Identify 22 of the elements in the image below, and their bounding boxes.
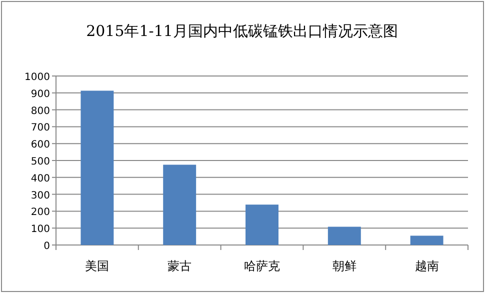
x-tick-label: 美国 xyxy=(85,259,110,273)
bar xyxy=(410,236,444,245)
y-tick-label: 300 xyxy=(30,190,50,202)
y-tick-label: 100 xyxy=(30,224,50,236)
bar xyxy=(163,164,196,245)
y-tick-label: 500 xyxy=(30,156,50,168)
y-tick-label: 700 xyxy=(30,122,50,134)
bar xyxy=(80,90,114,245)
chart-title: 2015年1-11月国内中低碳锰铁出口情况示意图 xyxy=(86,22,398,40)
y-tick-label: 800 xyxy=(30,106,50,117)
x-tick-label: 越南 xyxy=(414,259,439,273)
y-tick-label: 900 xyxy=(30,88,50,100)
bar xyxy=(246,204,278,245)
y-tick-label: 400 xyxy=(30,173,50,184)
y-tick-label: 600 xyxy=(30,140,50,151)
bar xyxy=(328,226,361,245)
y-tick-label: 0 xyxy=(44,241,50,252)
y-tick-label: 200 xyxy=(30,207,50,218)
y-tick-label: 1000 xyxy=(24,72,50,83)
x-tick-label: 蒙古 xyxy=(168,259,192,273)
x-tick-label: 哈萨克 xyxy=(244,259,280,273)
x-tick-label: 朝鲜 xyxy=(332,259,356,273)
